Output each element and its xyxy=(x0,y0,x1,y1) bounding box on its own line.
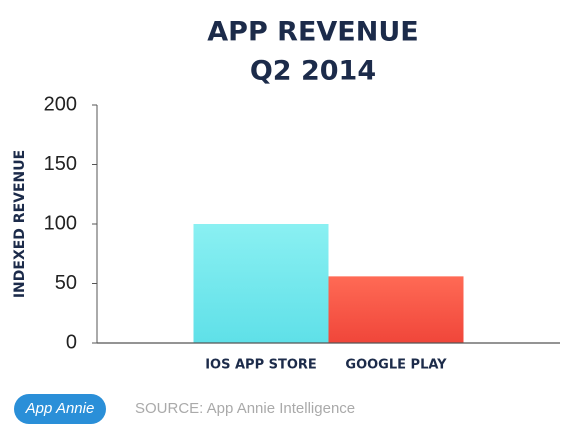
y-tick-label: 0 xyxy=(66,331,77,353)
source-note: SOURCE: App Annie Intelligence xyxy=(135,400,355,417)
chart-title: APP REVENUE xyxy=(207,17,418,48)
y-tick-label: 50 xyxy=(55,272,77,294)
y-axis-label: INDEXED REVENUE xyxy=(12,150,28,298)
bar xyxy=(193,224,329,343)
y-tick-label: 100 xyxy=(44,212,77,234)
x-tick-label: IOS APP STORE xyxy=(205,358,317,373)
x-tick-label: GOOGLE PLAY xyxy=(345,358,447,373)
logo-badge xyxy=(14,394,106,424)
logo-text: App Annie xyxy=(25,400,95,417)
y-tick-label: 200 xyxy=(44,93,77,115)
chart-subtitle: Q2 2014 xyxy=(250,56,376,87)
bar xyxy=(328,276,464,343)
y-tick-label: 150 xyxy=(44,153,77,175)
